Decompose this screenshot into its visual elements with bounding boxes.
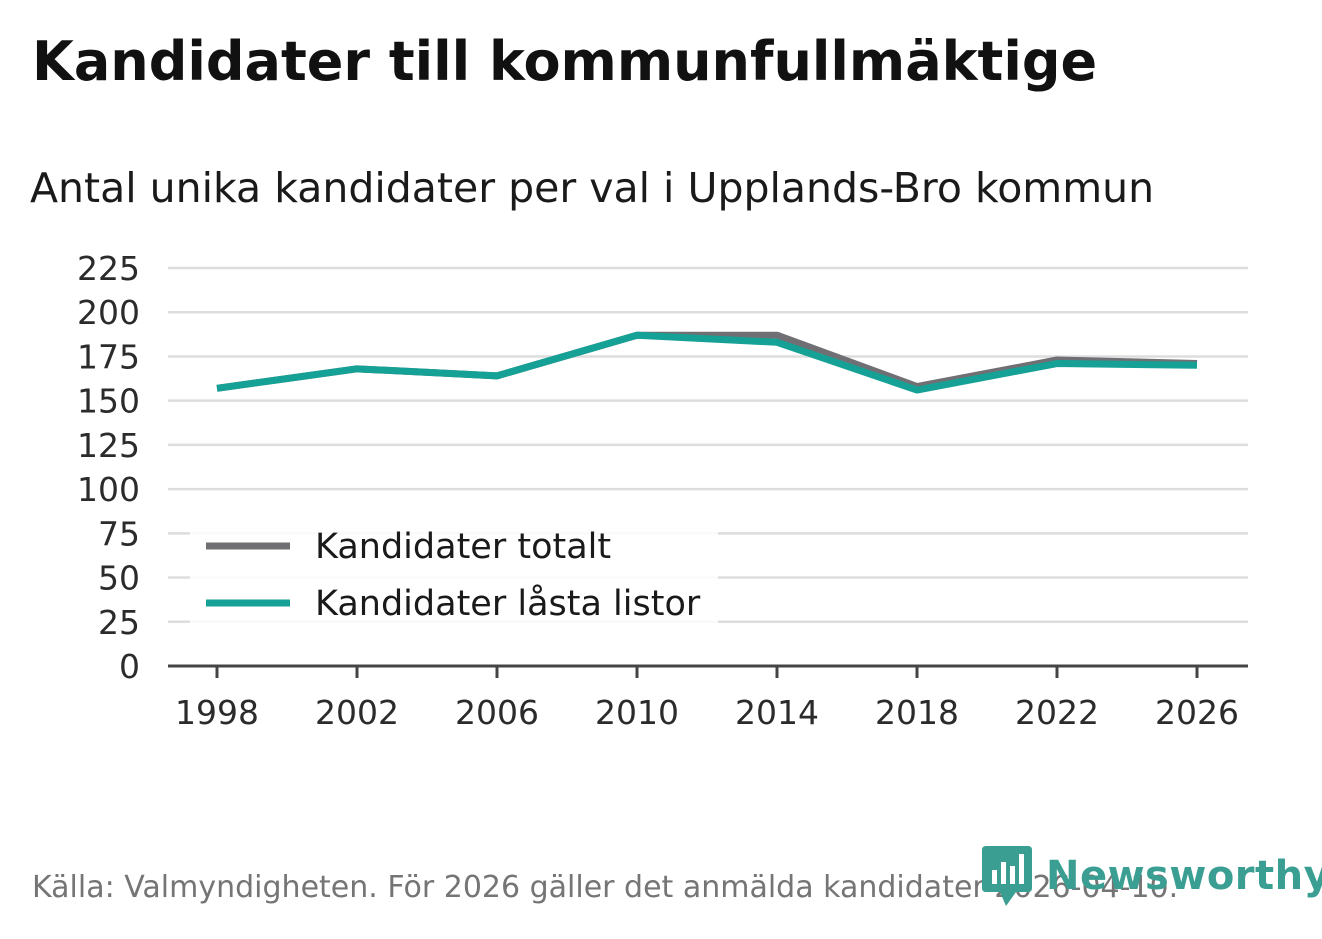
newsworthy-logo-text: Newsworthy [1046, 853, 1322, 899]
y-tick-label: 200 [77, 293, 140, 332]
legend-label: Kandidater låsta listor [315, 583, 701, 624]
legend-label: Kandidater totalt [315, 527, 611, 567]
x-tick-label: 2022 [1015, 693, 1099, 732]
newsworthy-logo-icon [982, 846, 1032, 906]
x-tick-label: 2010 [595, 693, 679, 732]
x-tick-label: 2018 [875, 693, 959, 732]
y-tick-label: 125 [77, 426, 140, 465]
y-tick-label: 175 [77, 337, 140, 376]
y-tick-label: 0 [119, 647, 140, 686]
y-tick-label: 100 [77, 470, 140, 509]
x-tick-label: 2002 [315, 693, 399, 732]
legend-box [190, 522, 718, 624]
x-tick-label: 2026 [1155, 693, 1239, 732]
chart-title: Kandidater till kommunfullmäktige [32, 30, 1098, 93]
chart-subtitle: Antal unika kandidater per val i Uppland… [30, 164, 1155, 212]
x-tick-label: 1998 [175, 693, 259, 732]
y-tick-label: 225 [77, 249, 140, 288]
y-tick-label: 50 [98, 559, 140, 598]
y-tick-label: 75 [98, 514, 140, 553]
series-line-locked [216, 331, 1198, 394]
y-tick-label: 25 [98, 603, 140, 642]
newsworthy-logo: Newsworthy [982, 846, 1322, 906]
x-tick-label: 2006 [455, 693, 539, 732]
x-tick-label: 2014 [735, 693, 819, 732]
y-tick-label: 150 [77, 382, 140, 421]
